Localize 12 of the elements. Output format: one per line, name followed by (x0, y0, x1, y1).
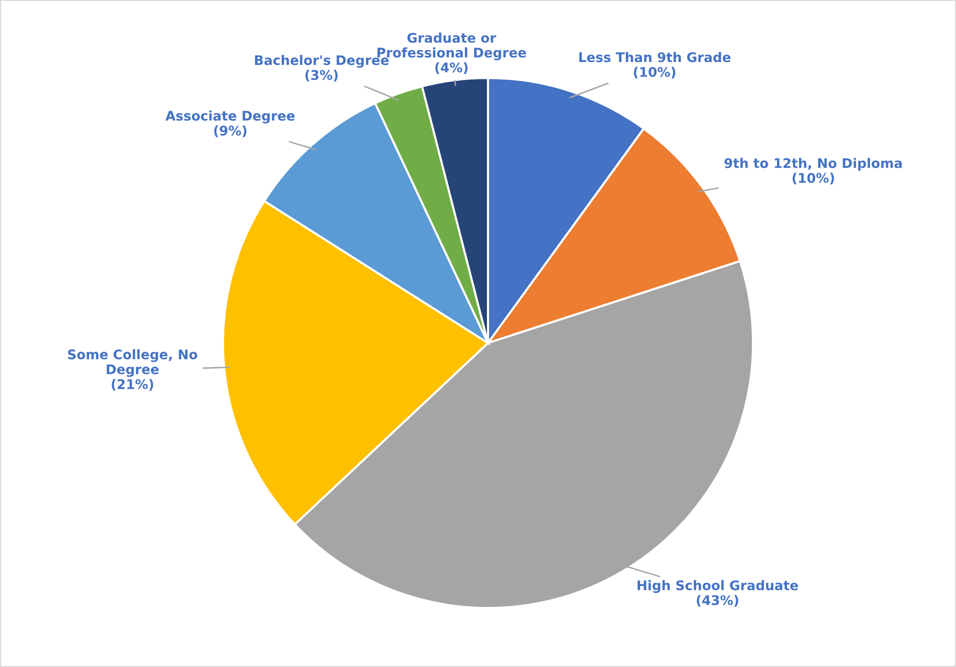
data-label: (43%) (696, 594, 738, 607)
data-label: (4%) (435, 62, 468, 74)
slice-label: Some College, No Degree (68, 349, 198, 377)
slice-label: Associate Degree (165, 110, 295, 124)
slice-label: High School Graduate (638, 580, 798, 593)
data-label: (10%) (634, 66, 676, 79)
data-label: (9%) (214, 125, 246, 138)
slice-label: 9th to 12th, No Diploma (724, 158, 902, 171)
data-label: (3%) (305, 70, 338, 82)
data-label: (10%) (792, 172, 834, 184)
data-label: (21%) (112, 378, 154, 391)
slice-label: Less Than 9th Grade (579, 52, 730, 62)
